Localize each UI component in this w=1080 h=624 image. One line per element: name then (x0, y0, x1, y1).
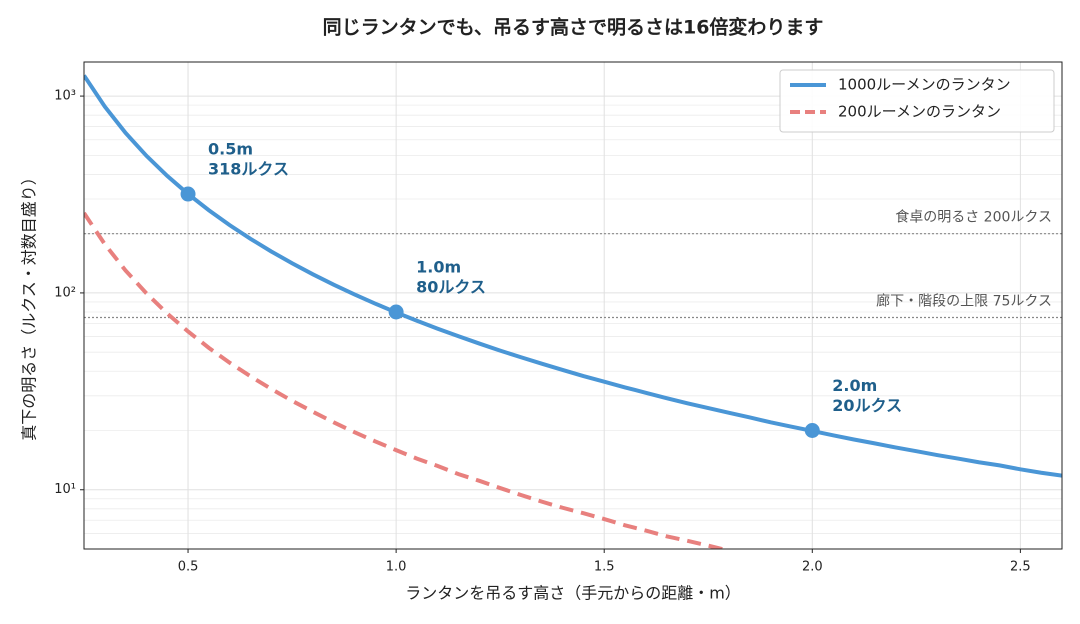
x-tick-label: 2.0 (802, 560, 823, 575)
annotation-label: 80ルクス (416, 277, 486, 296)
reference-label: 食卓の明るさ 200ルクス (895, 209, 1052, 226)
plot-area (84, 74, 1062, 549)
x-tick-label: 0.5 (178, 560, 199, 575)
annotation-marker (388, 304, 404, 320)
x-axis-label: ランタンを吊るす高さ（手元からの距離・m） (405, 584, 741, 603)
chart-title: 同じランタンでも、吊るす高さで明るさは16倍変わります (323, 16, 824, 39)
x-tick-label: 1.0 (386, 560, 407, 575)
legend-label: 200ルーメンのランタン (838, 103, 1001, 121)
y-tick-label: 10³ (54, 89, 76, 104)
annotation-marker (180, 186, 196, 202)
x-tick-label: 1.5 (594, 560, 615, 575)
legend-box (779, 69, 1055, 133)
annotation-label: 20ルクス (832, 396, 902, 415)
y-axis-label: 真下の明るさ（ルクス・対数目盛り） (20, 169, 39, 441)
annotation-label: 2.0m (832, 376, 877, 395)
y-tick-label: 10² (54, 285, 76, 300)
legend-label: 1000ルーメンのランタン (838, 76, 1011, 94)
y-tick-label: 10¹ (54, 482, 76, 497)
plot-frame (83, 61, 1063, 550)
series-line (84, 211, 731, 549)
annotation-label: 0.5m (208, 140, 253, 159)
reference-label: 廊下・階段の上限 75ルクス (876, 293, 1052, 310)
annotation-label: 318ルクス (208, 160, 289, 179)
x-tick-label: 2.5 (1010, 560, 1031, 575)
series-line (84, 74, 1062, 478)
annotation-label: 1.0m (416, 257, 461, 276)
annotation-marker (804, 422, 820, 438)
